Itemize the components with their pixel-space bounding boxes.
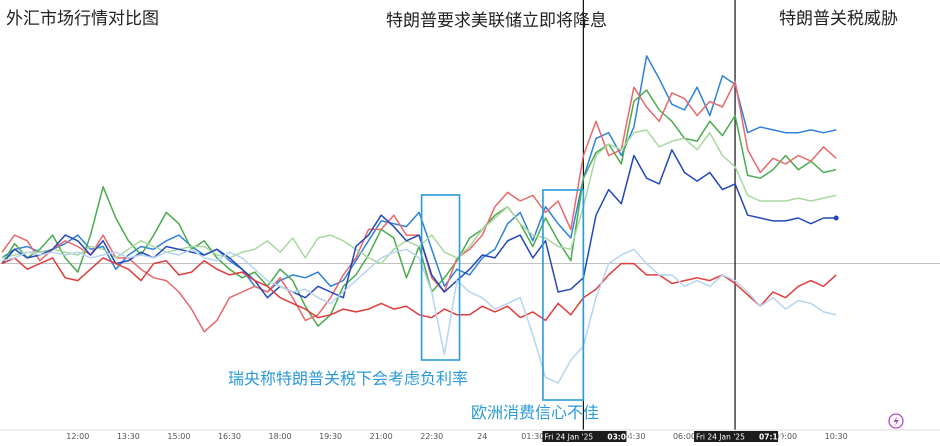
chart-title: 外汇市场行情对比图 [6,9,159,29]
event-date-label: Fri 24 Jan '25 [696,433,745,442]
x-tick-label: 01:30 [521,432,544,441]
series-line-7 [1,248,837,384]
event-date-badge-1 [542,431,627,442]
event-time-label: 07:15 [759,433,783,442]
x-tick-label: 18:00 [269,432,292,441]
event-date-badge-2 [694,431,779,442]
highlight-box-snb [420,194,461,361]
x-tick-label: 10:30 [825,432,848,441]
annotation-trump-fed: 特朗普要求美联储立即将降息 [386,11,607,31]
lightning-icon[interactable] [888,413,904,429]
series-line-6 [1,257,837,322]
x-tick-label: 21:00 [370,432,393,441]
series-line-5 [1,149,837,299]
highlight-box-eu [542,189,585,401]
series-line-2 [1,89,837,327]
x-tick-label: 22:30 [420,432,443,441]
event-date-label: Fri 24 Jan '25 [544,433,593,442]
x-axis: 12:00 13:30 15:00 16:30 18:00 19:30 21:00 22:30… [0,429,940,442]
event-lines-layer [582,0,736,430]
annotations-layer: 外汇市场行情对比图 特朗普要求美联储立即将降息 特朗普关税威胁 瑞央称特朗普关税… [6,9,898,422]
x-tick-label: 06:00 [673,432,696,441]
annotation-eu-confidence: 欧洲消费信心不佳 [471,403,599,422]
series-line-4 [1,129,837,265]
x-tick-label: 24 [477,432,487,441]
annotation-trump-tariff: 特朗普关税威胁 [779,9,898,29]
series-line-3 [1,80,837,333]
series-line-1 [1,55,837,293]
annotation-snb: 瑞央称特朗普关税下会考虑负利率 [228,369,468,388]
x-tick-label: 15:00 [167,432,190,441]
event-time-label: 03:00 [607,433,631,442]
x-tick-label: 12:00 [66,432,89,441]
x-tick-label: 16:30 [218,432,241,441]
series-layer [1,55,839,384]
x-tick-label: 13:30 [117,432,140,441]
x-tick-label: 04:30 [622,432,645,441]
x-tick-label: 19:30 [319,432,342,441]
highlight-boxes-layer [420,189,585,401]
x-tick-label: 09:00 [774,432,797,441]
series-endpoint [833,215,839,221]
